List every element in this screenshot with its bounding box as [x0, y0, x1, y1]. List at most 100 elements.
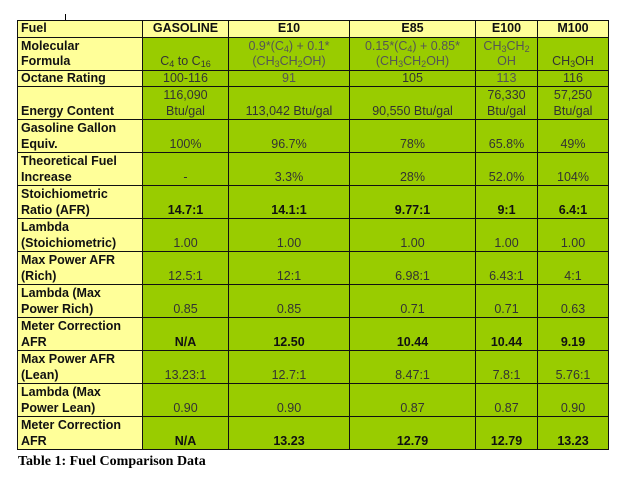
- row-label: Stoichiometric Ratio (AFR): [17, 185, 143, 219]
- cell-value: 12.50: [228, 317, 350, 351]
- header-e85: E85: [349, 20, 476, 38]
- cell-value: 0.85: [142, 284, 229, 318]
- fuel-comparison-table: Fuel GASOLINE E10 E85 E100 M100 Molecula…: [17, 20, 609, 450]
- cell-value: 116,090 Btu/gal: [142, 86, 229, 120]
- cell-value: 12.5:1: [142, 251, 229, 285]
- row-label: Max Power AFR (Rich): [17, 251, 143, 285]
- row-lambda-stoichiometric: Lambda (Stoichiometric) 1.00 1.00 1.00 1.…: [17, 218, 609, 252]
- row-label: Lambda (Stoichiometric): [17, 218, 143, 252]
- cell-value: N/A: [142, 416, 229, 450]
- cell-value: 10.44: [349, 317, 476, 351]
- cell-value: 100%: [142, 119, 229, 153]
- row-label: Meter Correction AFR: [17, 317, 143, 351]
- cell-value: 57,250 Btu/gal: [537, 86, 609, 120]
- cell-value: 10.44: [475, 317, 538, 351]
- cell-value: 1.00: [537, 218, 609, 252]
- row-max-power-afr-rich: Max Power AFR (Rich) 12.5:1 12:1 6.98:1 6…: [17, 251, 609, 285]
- cell-value: 13.23:1: [142, 350, 229, 384]
- cell-value: 0.87: [475, 383, 538, 417]
- cell-value: 14.7:1: [142, 185, 229, 219]
- cell-value: 13.23: [537, 416, 609, 450]
- cell-value: 6.43:1: [475, 251, 538, 285]
- cell-value: 1.00: [349, 218, 476, 252]
- cell-value: 0.90: [537, 383, 609, 417]
- row-label: Lambda (Max Power Rich): [17, 284, 143, 318]
- cell-value: 90,550 Btu/gal: [349, 86, 476, 120]
- cell-value: 9.77:1: [349, 185, 476, 219]
- row-gasoline-gallon-equiv: Gasoline Gallon Equiv. 100% 96.7% 78% 65.…: [17, 119, 609, 153]
- cell-e85-formula: 0.15*(C4) + 0.85* (CH3CH2OH): [349, 36, 476, 71]
- cell-value: 6.98:1: [349, 251, 476, 285]
- cell-value: 65.8%: [475, 119, 538, 153]
- row-label: Lambda (Max Power Lean): [17, 383, 143, 417]
- row-label: Molecular Formula: [17, 36, 143, 71]
- row-stoichiometric-ratio: Stoichiometric Ratio (AFR) 14.7:1 14.1:1 …: [17, 185, 609, 219]
- cell-value: 12.7:1: [228, 350, 350, 384]
- row-octane-rating: Octane Rating 100-116 91 105 113 116: [17, 69, 609, 87]
- header-e100: E100: [475, 20, 538, 38]
- cell-value: 0.71: [349, 284, 476, 318]
- row-label: Max Power AFR (Lean): [17, 350, 143, 384]
- cell-value: N/A: [142, 317, 229, 351]
- header-m100: M100: [537, 20, 609, 38]
- header-fuel: Fuel: [17, 20, 143, 38]
- cell-value: 113: [475, 69, 538, 87]
- cell-value: 1.00: [142, 218, 229, 252]
- row-meter-correction-afr-lean: Meter Correction AFR N/A 13.23 12.79 12.7…: [17, 416, 609, 450]
- cell-value: 7.8:1: [475, 350, 538, 384]
- row-energy-content: Energy Content 116,090 Btu/gal 113,042 Bt…: [17, 86, 609, 120]
- cell-value: 28%: [349, 152, 476, 186]
- row-max-power-afr-lean: Max Power AFR (Lean) 13.23:1 12.7:1 8.47:…: [17, 350, 609, 384]
- cell-e100-formula: CH3CH2 OH: [475, 36, 538, 71]
- row-label: Theoretical Fuel Increase: [17, 152, 143, 186]
- cell-value: 0.85: [228, 284, 350, 318]
- table-caption: Table 1: Fuel Comparison Data: [18, 454, 206, 469]
- ruler-tick: [65, 14, 66, 20]
- row-label: Gasoline Gallon Equiv.: [17, 119, 143, 153]
- cell-value: 100-116: [142, 69, 229, 87]
- cell-value: 9:1: [475, 185, 538, 219]
- cell-m100-formula: CH3OH: [537, 36, 609, 71]
- cell-value: 13.23: [228, 416, 350, 450]
- row-meter-correction-afr-rich: Meter Correction AFR N/A 12.50 10.44 10.4…: [17, 317, 609, 351]
- header-gasoline: GASOLINE: [142, 20, 229, 38]
- cell-value: 0.71: [475, 284, 538, 318]
- header-e10: E10: [228, 20, 350, 38]
- cell-value: 49%: [537, 119, 609, 153]
- row-lambda-max-power-lean: Lambda (Max Power Lean) 0.90 0.90 0.87 0.…: [17, 383, 609, 417]
- cell-value: 12.79: [475, 416, 538, 450]
- cell-value: 76,330 Btu/gal: [475, 86, 538, 120]
- row-label: Octane Rating: [17, 69, 143, 87]
- cell-value: 12:1: [228, 251, 350, 285]
- cell-value: 3.3%: [228, 152, 350, 186]
- cell-e10-formula: 0.9*(C4) + 0.1* (CH3CH2OH): [228, 36, 350, 71]
- cell-value: 113,042 Btu/gal: [228, 86, 350, 120]
- cell-value: 9.19: [537, 317, 609, 351]
- cell-value: 52.0%: [475, 152, 538, 186]
- cell-value: 4:1: [537, 251, 609, 285]
- cell-gasoline-formula: C4 to C16: [142, 36, 229, 71]
- row-label: Energy Content: [17, 86, 143, 120]
- cell-value: 96.7%: [228, 119, 350, 153]
- row-molecular-formula: Molecular Formula C4 to C16 0.9*(C4) + 0.…: [17, 36, 609, 71]
- row-lambda-max-power-rich: Lambda (Max Power Rich) 0.85 0.85 0.71 0.…: [17, 284, 609, 318]
- cell-value: 0.87: [349, 383, 476, 417]
- cell-value: 12.79: [349, 416, 476, 450]
- cell-value: 91: [228, 69, 350, 87]
- cell-value: 0.90: [142, 383, 229, 417]
- cell-value: 8.47:1: [349, 350, 476, 384]
- cell-value: 6.4:1: [537, 185, 609, 219]
- cell-value: 104%: [537, 152, 609, 186]
- cell-value: 105: [349, 69, 476, 87]
- cell-value: 0.90: [228, 383, 350, 417]
- header-row: Fuel GASOLINE E10 E85 E100 M100: [17, 20, 609, 38]
- cell-value: 78%: [349, 119, 476, 153]
- row-label: Meter Correction AFR: [17, 416, 143, 450]
- row-theoretical-fuel-increase: Theoretical Fuel Increase - 3.3% 28% 52.0…: [17, 152, 609, 186]
- cell-value: -: [142, 152, 229, 186]
- cell-value: 1.00: [475, 218, 538, 252]
- cell-value: 0.63: [537, 284, 609, 318]
- cell-value: 116: [537, 69, 609, 87]
- cell-value: 14.1:1: [228, 185, 350, 219]
- cell-value: 1.00: [228, 218, 350, 252]
